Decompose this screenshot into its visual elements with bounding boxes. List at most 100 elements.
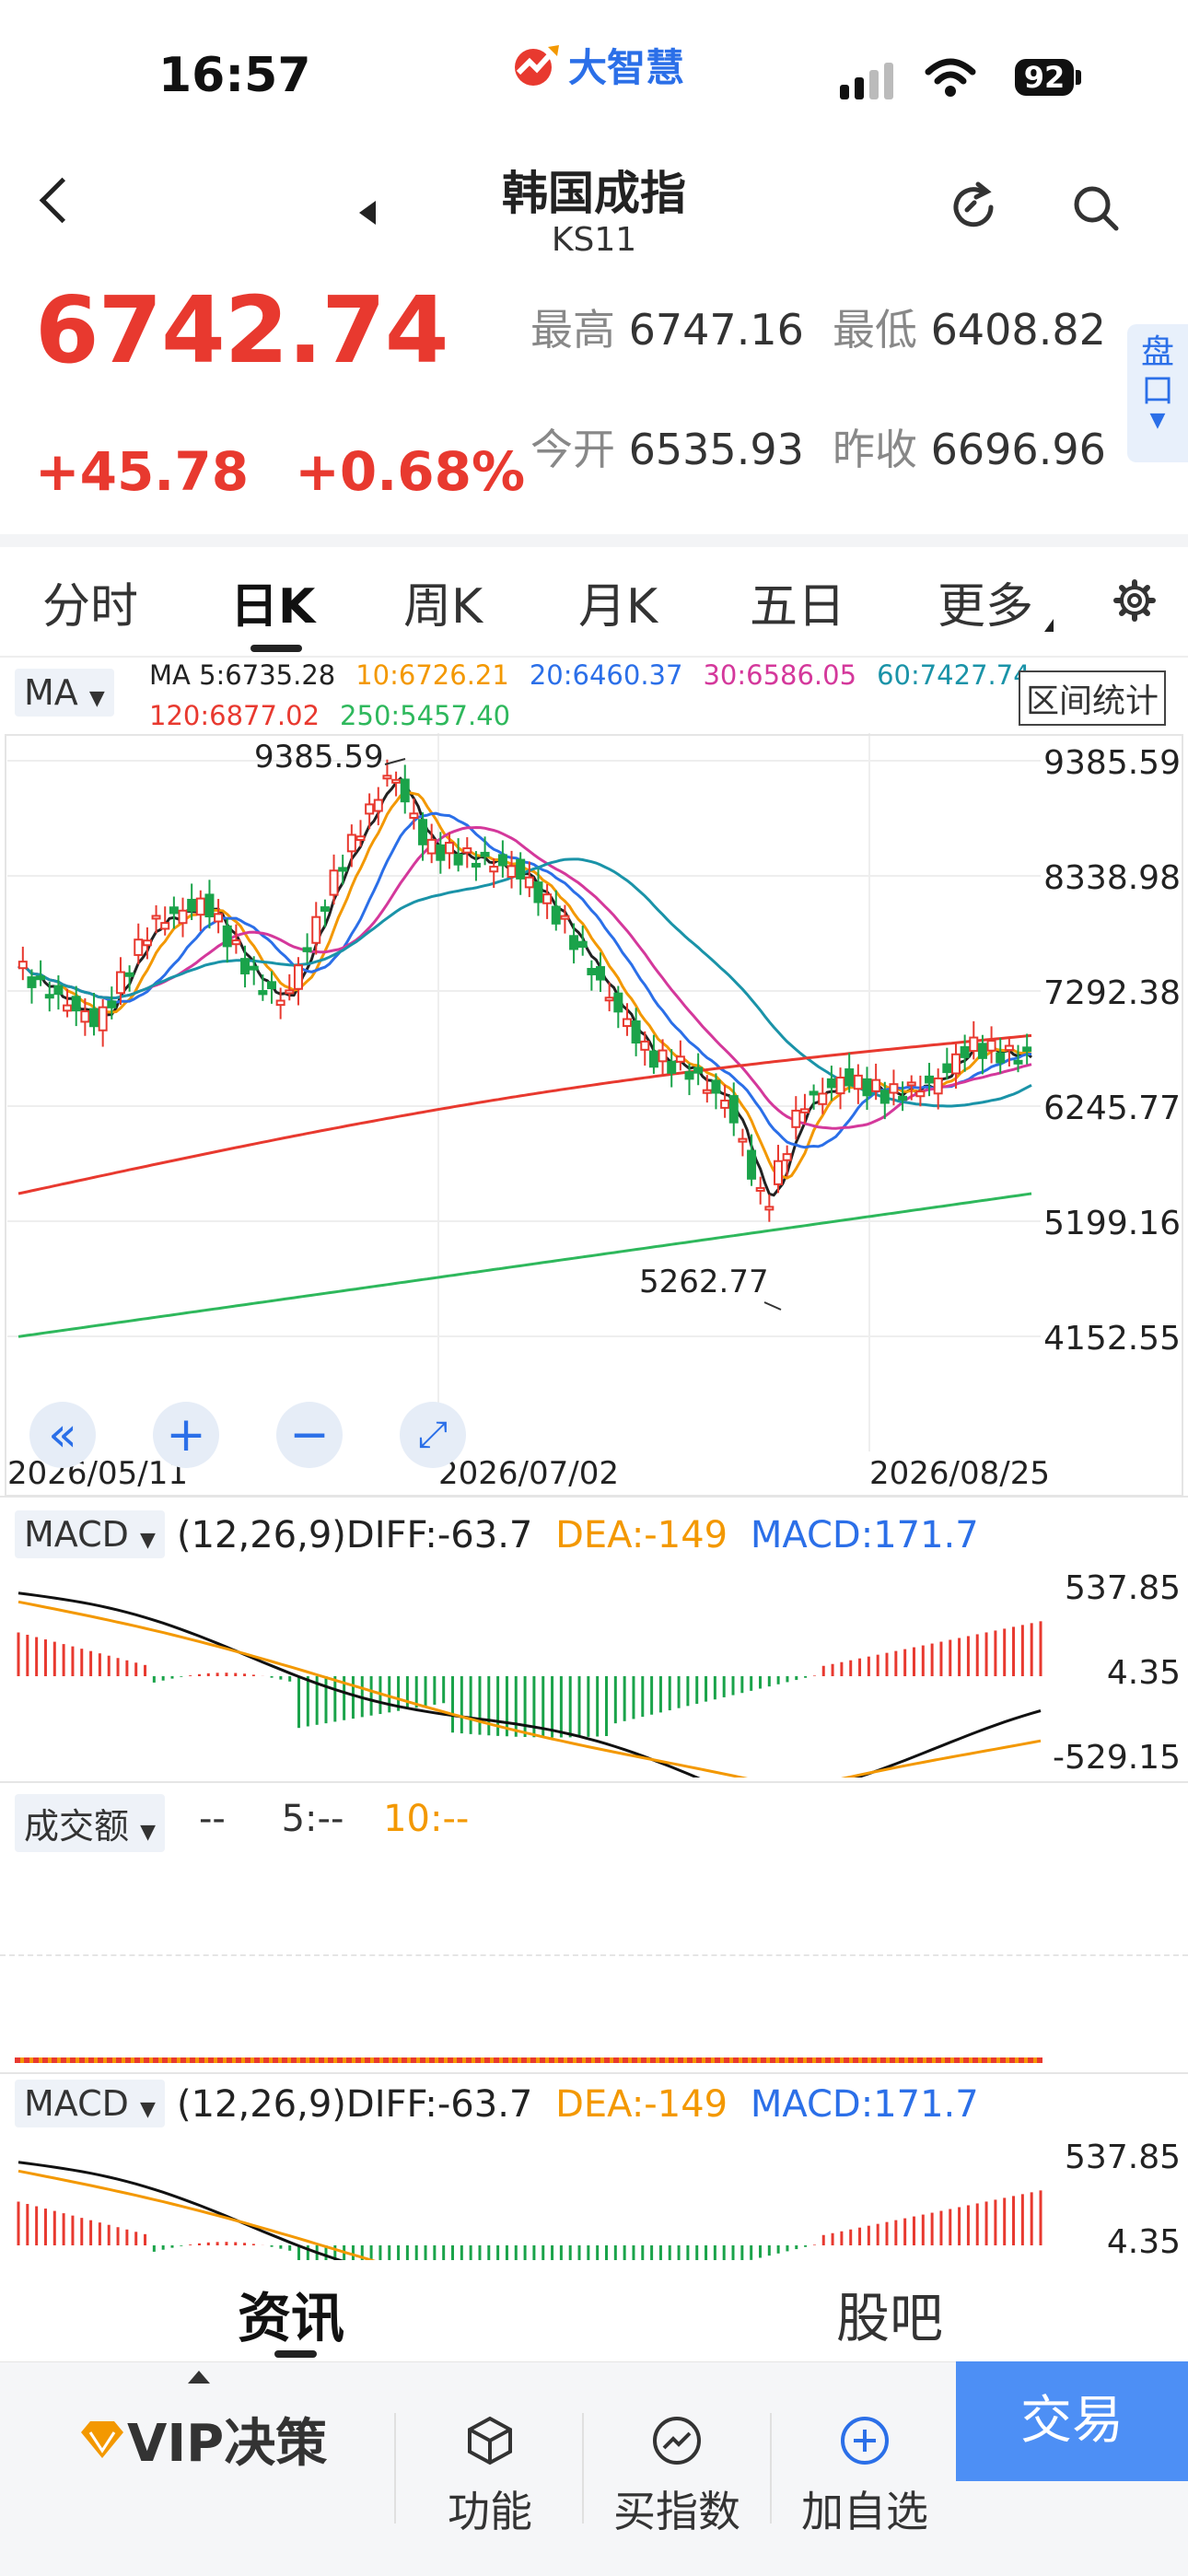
search-icon[interactable] <box>1070 182 1122 234</box>
volume-legend: -- 5:-- 10:-- <box>199 1798 469 1840</box>
tab-intraday[interactable]: 分时 <box>42 579 139 635</box>
chart-border <box>5 734 1183 1497</box>
candle-body <box>27 976 37 988</box>
news-tab-underline <box>274 2350 317 2358</box>
candle-body <box>879 1090 890 1104</box>
candle-body <box>240 958 250 974</box>
candle-body <box>693 1067 704 1074</box>
tab-monthly-k[interactable]: 月K <box>578 579 658 635</box>
candle-body <box>53 985 64 996</box>
tab-more[interactable]: 更多 <box>938 579 1034 635</box>
candle-body <box>551 905 561 925</box>
candle-body <box>275 999 285 1007</box>
tab-news[interactable]: 资讯 <box>238 2287 345 2349</box>
add-watchlist-button[interactable]: 加自选 <box>796 2413 934 2539</box>
caret-down-icon: ▼ <box>88 687 105 710</box>
candle-body <box>569 935 579 950</box>
volume-value: -- <box>199 1798 226 1840</box>
candle-body <box>346 833 356 853</box>
candle-body <box>596 966 606 981</box>
vip-decision-button[interactable]: VIP决策 <box>77 2402 327 2477</box>
candle-body <box>107 1000 117 1008</box>
candle-body <box>542 893 553 904</box>
scroll-left-button[interactable]: « <box>29 1402 96 1468</box>
candle-body <box>169 906 179 915</box>
tab-daily-k[interactable]: 日K <box>230 579 316 635</box>
candle-body <box>497 854 507 867</box>
macd-selector[interactable]: MACD ▼ <box>15 1510 165 1558</box>
candlestick-chart[interactable] <box>0 733 1188 1498</box>
app-logo: 大智慧 <box>511 37 684 92</box>
candle-body <box>507 865 517 879</box>
candle-body <box>764 1206 775 1211</box>
candle-body <box>658 1049 668 1063</box>
change-percent: +0.68% <box>295 440 526 503</box>
more-dropdown-icon <box>1044 619 1054 632</box>
zoom-out-button[interactable]: − <box>276 1402 343 1468</box>
macd2-ytick-mid: 4.35 <box>1106 2223 1181 2261</box>
ma-line-250 <box>17 1192 1032 1338</box>
wifi-icon <box>925 58 976 97</box>
cellular-signal-icon <box>840 63 893 99</box>
candle-body <box>862 1078 872 1097</box>
candle-body <box>826 1078 836 1089</box>
candle-body <box>293 964 303 990</box>
candle-body <box>871 1078 881 1092</box>
candle-body <box>533 881 543 903</box>
candle-body <box>516 858 526 880</box>
macd-diff: DIFF:-63.7 <box>345 1514 533 1556</box>
candle-body <box>134 938 144 956</box>
function-button[interactable]: 功能 <box>435 2413 545 2539</box>
ma-line <box>17 857 1032 1108</box>
candle-body <box>320 906 330 912</box>
zoom-in-button[interactable]: + <box>153 1402 219 1468</box>
candle-body <box>187 898 197 912</box>
low-label: 最低 <box>833 305 917 355</box>
candle-body <box>640 1040 650 1051</box>
open-stat: 今开 6535.93 <box>530 416 804 477</box>
open-label: 今开 <box>530 425 615 474</box>
tab-five-day[interactable]: 五日 <box>750 579 846 635</box>
trade-button[interactable]: 交易 <box>956 2361 1188 2481</box>
candle-body <box>996 1052 1006 1064</box>
buy-index-button[interactable]: 买指数 <box>608 2413 746 2539</box>
refresh-icon[interactable] <box>947 181 1000 234</box>
candle-body <box>382 775 392 780</box>
tab-weekly-k[interactable]: 周K <box>403 579 483 635</box>
minus-icon: − <box>289 1407 330 1463</box>
candle-body <box>799 1108 809 1113</box>
function-label: 功能 <box>448 2487 532 2536</box>
fullscreen-button[interactable]: ⤢ <box>400 1402 466 1468</box>
candle-body <box>426 838 437 855</box>
ma-legend-item: 20:6460.37 <box>529 659 683 691</box>
volume-selector[interactable]: 成交额 ▼ <box>15 1794 166 1852</box>
candle-body <box>720 1099 730 1109</box>
status-time: 16:57 <box>158 48 311 103</box>
previous-stock-icon[interactable] <box>359 201 376 225</box>
prev-close-stat: 昨收 6696.96 <box>833 416 1106 477</box>
candle-body <box>17 961 28 970</box>
macd-ytick-bottom: -529.15 <box>1053 1739 1181 1777</box>
candle-body <box>684 1071 694 1080</box>
candle-body <box>853 1074 863 1090</box>
candle-body <box>409 812 419 820</box>
ma-legend-item: 30:6586.05 <box>703 659 857 691</box>
candle-body <box>151 915 161 920</box>
candle-body <box>747 1149 757 1180</box>
battery-tip <box>1076 70 1081 85</box>
interval-stats-button[interactable]: 区间统计 <box>1019 670 1167 726</box>
macd-legend-2: (12,26,9)DIFF:-63.7 DEA:-149 MACD:171.7 <box>177 2083 979 2126</box>
nav-separator <box>582 2413 584 2524</box>
high-label: 最高 <box>530 305 615 355</box>
candle-body <box>889 1083 899 1094</box>
candle-body <box>835 1077 845 1095</box>
tab-forum[interactable]: 股吧 <box>836 2287 944 2349</box>
candle-body <box>1013 1059 1023 1065</box>
max-price-annotation: 9385.59 <box>254 739 384 775</box>
plus-icon: + <box>166 1407 206 1463</box>
macd-selector-label: MACD <box>24 1514 129 1555</box>
pankou-button[interactable]: 盘口 ▼ <box>1127 324 1188 462</box>
ma-selector[interactable]: MA ▼ <box>15 669 114 717</box>
macd-selector-2[interactable]: MACD ▼ <box>15 2080 165 2127</box>
gear-icon[interactable] <box>1112 578 1157 623</box>
